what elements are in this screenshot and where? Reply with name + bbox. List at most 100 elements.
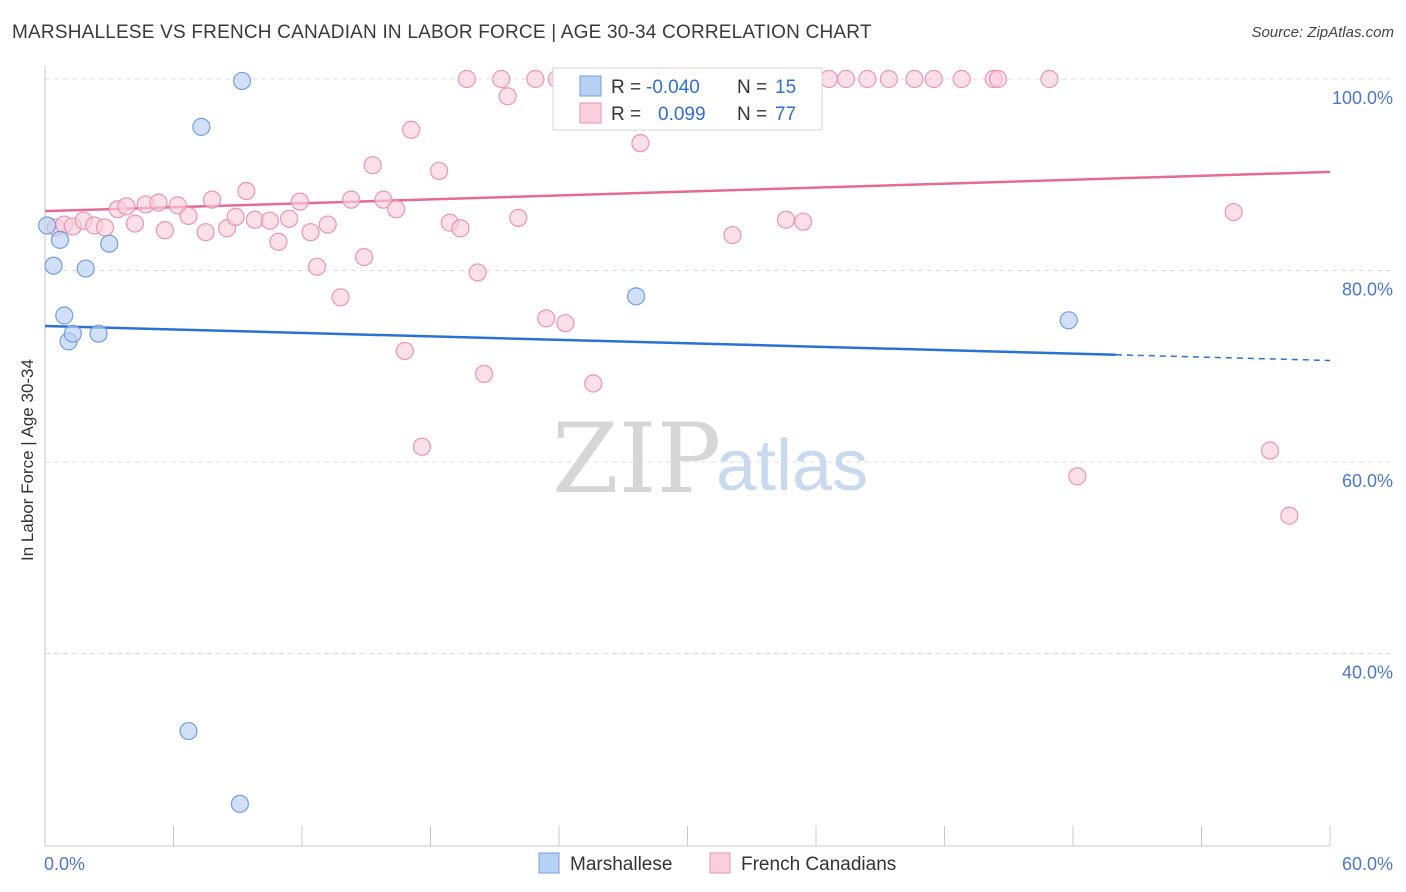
- gridlines: [45, 78, 1392, 654]
- point-french-canadians: [457, 69, 477, 89]
- point-french-canadians: [117, 197, 136, 216]
- point-french-canadians: [395, 341, 414, 361]
- point-marshallese: [63, 324, 82, 343]
- point-french-canadians: [1040, 69, 1059, 89]
- point-french-canadians: [95, 218, 115, 237]
- point-french-canadians: [307, 257, 327, 276]
- point-french-canadians: [723, 225, 742, 245]
- trend-line-french-canadians: [44, 170, 1331, 213]
- point-marshallese: [230, 794, 249, 813]
- point-french-canadians: [155, 221, 175, 240]
- point-french-canadians: [924, 69, 943, 89]
- x-tick-label: 60.0%: [1342, 854, 1393, 874]
- point-french-canadians: [387, 200, 406, 219]
- trend-lines: [44, 170, 1331, 362]
- point-french-canadians: [468, 263, 487, 282]
- series-swatch-marshallese: [538, 852, 560, 874]
- point-marshallese: [1059, 311, 1078, 330]
- legend-r-value: -0.040: [646, 77, 700, 98]
- point-french-canadians: [1280, 506, 1299, 525]
- point-french-canadians: [556, 314, 575, 333]
- legend-r-label: R =: [611, 104, 641, 125]
- point-french-canadians: [474, 364, 494, 384]
- point-french-canadians: [836, 69, 856, 89]
- point-french-canadians: [237, 181, 256, 201]
- point-french-canadians: [631, 134, 650, 153]
- point-french-canadians: [196, 223, 215, 242]
- point-french-canadians: [526, 69, 545, 89]
- point-french-canadians: [1068, 467, 1087, 486]
- source-label: Source: ZipAtlas.com: [1251, 24, 1394, 41]
- series-label-marshallese: Marshallese: [570, 854, 672, 875]
- point-french-canadians: [1260, 441, 1280, 460]
- point-french-canadians: [269, 232, 288, 251]
- point-french-canadians: [498, 87, 517, 106]
- point-french-canadians: [290, 192, 309, 211]
- watermark-atlas: atlas: [716, 426, 868, 506]
- point-french-canadians: [879, 69, 898, 89]
- y-tick-label: 80.0%: [1342, 280, 1393, 300]
- legend-swatch-marshallese: [579, 75, 602, 97]
- point-marshallese: [76, 259, 95, 278]
- point-french-canadians: [202, 190, 222, 209]
- point-french-canadians: [149, 193, 168, 212]
- watermark-zip: ZIP: [552, 403, 721, 515]
- point-french-canadians: [858, 69, 877, 89]
- legend-n-value: 77: [775, 104, 796, 125]
- point-marshallese: [89, 324, 108, 343]
- correlation-legend: R = -0.040 N = 15 R = 0.099 N = 77: [552, 67, 823, 131]
- series-legend: Marshallese French Canadians: [538, 852, 896, 875]
- y-tick-labels: 100.0% 80.0% 60.0% 40.0%: [1332, 88, 1393, 683]
- point-french-canadians: [260, 211, 279, 230]
- trend-line-extension-marshallese: [1115, 354, 1331, 362]
- legend-n-value: 15: [775, 77, 796, 98]
- legend-n-label: N =: [737, 104, 767, 125]
- point-marshallese: [55, 306, 74, 325]
- point-marshallese: [179, 721, 198, 741]
- point-marshallese: [626, 287, 646, 306]
- point-french-canadians: [301, 223, 320, 242]
- point-marshallese: [38, 216, 57, 235]
- point-french-canadians: [1224, 202, 1243, 222]
- x-tick-labels: 0.0% 60.0%: [44, 854, 1393, 874]
- chart-title: MARSHALLESE VS FRENCH CANADIAN IN LABOR …: [12, 22, 872, 43]
- point-french-canadians: [412, 437, 432, 456]
- y-tick-label: 40.0%: [1342, 663, 1393, 683]
- point-french-canadians: [318, 215, 337, 234]
- point-french-canadians: [179, 206, 198, 226]
- legend-r-value: 0.099: [658, 104, 706, 125]
- point-french-canadians: [125, 214, 145, 233]
- point-french-canadians: [819, 69, 838, 89]
- point-marshallese: [44, 256, 63, 275]
- watermark: ZIP atlas: [552, 403, 868, 515]
- point-marshallese: [192, 117, 211, 136]
- point-french-canadians: [429, 161, 449, 181]
- point-french-canadians: [492, 69, 511, 89]
- point-french-canadians: [794, 212, 813, 231]
- point-french-canadians: [584, 374, 603, 393]
- point-french-canadians: [905, 69, 924, 89]
- series-swatch-french-canadians: [709, 852, 731, 874]
- point-french-canadians: [776, 210, 796, 229]
- trend-line-marshallese: [44, 324, 1116, 357]
- point-french-canadians: [331, 288, 350, 307]
- point-french-canadians: [226, 207, 245, 226]
- point-french-canadians: [374, 190, 393, 209]
- y-tick-label: 100.0%: [1332, 88, 1393, 108]
- point-french-canadians: [280, 209, 299, 228]
- point-french-canadians: [509, 208, 528, 227]
- point-marshallese: [232, 71, 252, 91]
- point-french-canadians: [537, 309, 556, 328]
- point-marshallese: [50, 230, 70, 249]
- point-french-canadians: [342, 190, 361, 209]
- x-tick-label: 0.0%: [44, 854, 85, 874]
- legend-n-label: N =: [737, 77, 767, 98]
- point-marshallese: [100, 234, 119, 253]
- point-french-canadians: [402, 120, 421, 139]
- point-french-canadians: [355, 247, 374, 267]
- point-french-canadians: [363, 156, 382, 175]
- legend-swatch-french-canadians: [579, 102, 602, 124]
- point-french-canadians: [988, 69, 1008, 89]
- series-label-french-canadians: French Canadians: [741, 854, 896, 875]
